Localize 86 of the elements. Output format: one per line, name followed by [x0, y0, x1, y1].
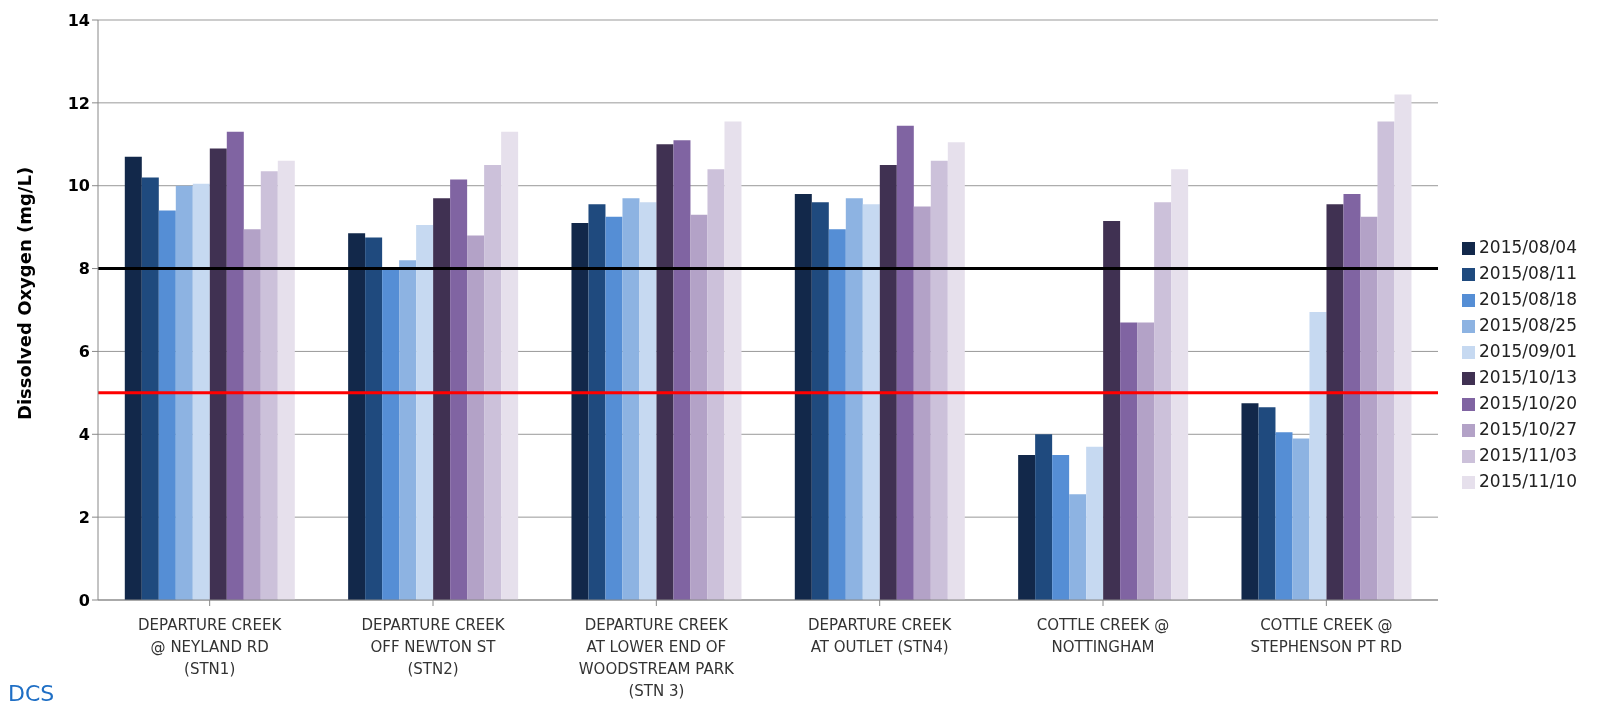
y-tick-label: 10	[67, 176, 90, 196]
bar	[382, 268, 400, 600]
bar	[260, 171, 278, 600]
legend-label: 2015/10/13	[1479, 367, 1577, 387]
bar	[605, 216, 623, 600]
bar	[484, 165, 502, 600]
bar	[879, 165, 897, 600]
bar	[1171, 169, 1189, 600]
bar	[571, 223, 589, 600]
bar	[1326, 204, 1344, 600]
bar	[707, 169, 725, 600]
bar	[1035, 434, 1053, 600]
bar	[656, 144, 674, 600]
bar	[501, 131, 519, 600]
y-axis-title: Dissolved Oxygen (mg/L)	[14, 166, 36, 420]
bar	[467, 235, 485, 600]
bar	[913, 206, 931, 600]
bar	[639, 202, 657, 600]
x-tick-label: COTTLE CREEK @ STEPHENSON PT RD	[1250, 616, 1403, 656]
legend-label: 2015/08/11	[1479, 263, 1577, 283]
bar	[124, 156, 142, 600]
bar	[1154, 202, 1172, 600]
bar	[947, 142, 965, 600]
legend-label: 2015/11/03	[1479, 445, 1577, 465]
bar	[588, 204, 606, 600]
bar	[1377, 121, 1395, 600]
y-tick-label: 2	[78, 507, 90, 527]
legend-label: 2015/08/25	[1479, 315, 1577, 335]
bar	[348, 233, 366, 600]
legend-label: 2015/11/10	[1479, 471, 1577, 491]
legend-label: 2015/09/01	[1479, 341, 1577, 361]
y-tick-label: 6	[78, 342, 90, 362]
bar	[1258, 407, 1276, 600]
bar	[930, 160, 948, 600]
bar	[450, 179, 468, 600]
x-tick-label: DEPARTURE CREEK @ NEYLAND RD (STN1)	[138, 616, 283, 678]
bar	[433, 198, 451, 600]
bar	[811, 202, 829, 600]
bar	[1309, 312, 1327, 600]
y-tick-label: 14	[67, 10, 90, 30]
x-tick-label: DEPARTURE CREEK OFF NEWTON ST (STN2)	[361, 616, 506, 678]
bar	[1103, 220, 1121, 600]
bar	[399, 260, 417, 600]
bar	[1241, 403, 1259, 600]
bar	[1137, 322, 1155, 600]
y-tick-label: 4	[78, 424, 90, 444]
bar	[141, 177, 159, 600]
bar	[365, 237, 383, 600]
x-tick-label: DEPARTURE CREEK AT OUTLET (STN4)	[808, 616, 953, 656]
bar	[724, 121, 742, 600]
bar	[277, 160, 295, 600]
legend-label: 2015/10/20	[1479, 393, 1577, 413]
bar	[175, 185, 193, 600]
bar	[416, 225, 434, 600]
bar	[192, 183, 210, 600]
bar	[622, 198, 640, 600]
bar	[1343, 194, 1361, 600]
bar	[209, 148, 227, 600]
x-tick-label: COTTLE CREEK @ NOTTINGHAM	[1036, 616, 1170, 656]
y-tick-label: 0	[78, 590, 90, 610]
x-tick-label: DEPARTURE CREEK AT LOWER END OF WOODSTREAM PARK (STN 3)	[578, 616, 736, 700]
bar	[845, 198, 863, 600]
bar	[1360, 216, 1378, 600]
bar	[226, 131, 244, 600]
y-tick-label: 8	[78, 259, 90, 279]
bar	[828, 229, 846, 600]
legend-label: 2015/10/27	[1479, 419, 1577, 439]
bar	[1052, 455, 1070, 600]
legend-label: 2015/08/04	[1479, 237, 1577, 257]
text: DCS	[8, 681, 55, 706]
bar	[673, 140, 691, 600]
bar	[1086, 446, 1104, 600]
y-tick-label: 12	[67, 93, 90, 113]
bar	[794, 194, 812, 600]
bar	[690, 214, 708, 600]
bar	[1120, 322, 1138, 600]
bar	[1292, 438, 1310, 600]
bar	[1394, 94, 1412, 600]
bar	[896, 125, 914, 600]
bar	[1275, 432, 1293, 600]
bar	[862, 204, 880, 600]
bar	[1018, 455, 1036, 600]
legend-label: 2015/08/18	[1479, 289, 1577, 309]
bar	[158, 210, 176, 600]
bar	[243, 229, 261, 600]
bar	[1069, 494, 1087, 600]
